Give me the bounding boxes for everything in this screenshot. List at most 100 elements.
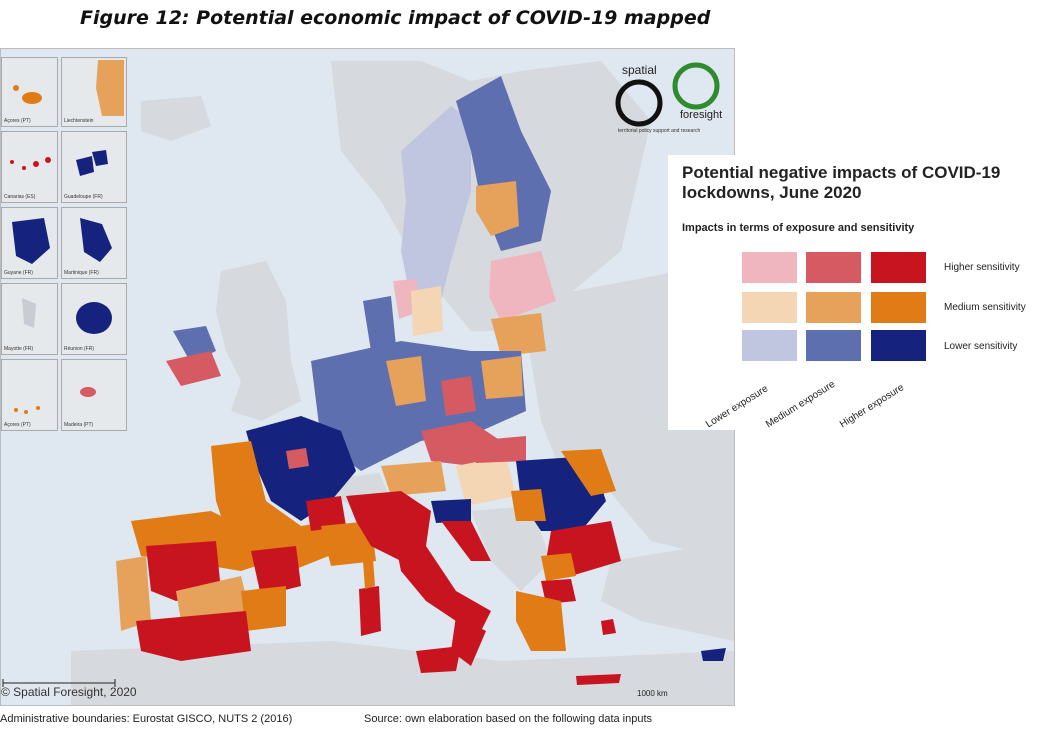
region-sardinia <box>359 586 381 636</box>
region-germany-orange <box>386 356 426 406</box>
inset-map-shape <box>14 406 40 414</box>
inset-guyane: Guyane (FR) <box>1 207 58 279</box>
land-grey-iceland <box>141 96 211 141</box>
inset-map-shape <box>76 150 108 176</box>
region-aegean-islands <box>601 619 616 635</box>
inset-canarias: Canarias (ES) <box>1 131 58 203</box>
region-france-dark-blue <box>246 416 356 521</box>
region-finland-orange <box>476 181 519 236</box>
region-france-se-orange <box>321 521 376 566</box>
region-romania-left-orange <box>511 489 546 521</box>
spatial-foresight-logo: spatial foresight territorial policy sup… <box>612 58 732 138</box>
inset-label: Açores (PT) <box>4 422 31 428</box>
legend-swatch-higher-sens-higher-exp <box>871 252 926 283</box>
logo-word1: spatial <box>622 63 657 77</box>
region-slovenia-blue <box>431 499 471 523</box>
legend-swatch-higher-sens-lower-exp <box>742 252 797 283</box>
inset-label: Madeira (PT) <box>64 422 94 428</box>
legend-swatch-lower-sens-medium-exp <box>806 330 861 361</box>
inset-martinique: Martinique (FR) <box>61 207 127 279</box>
logo-word2: foresight <box>680 109 723 121</box>
inset-map-shape <box>80 387 96 397</box>
inset-label: Mayotte (FR) <box>4 346 34 352</box>
region-sweden-south-cream <box>411 286 443 336</box>
footer-source-note: Source: own elaboration based on the fol… <box>364 713 653 725</box>
legend-swatch-medium-sens-medium-exp <box>806 292 861 323</box>
region-corsica <box>363 559 375 589</box>
region-catalonia-red <box>251 546 301 596</box>
land-grey-uk <box>216 261 301 421</box>
region-romania-orange <box>561 449 616 496</box>
legend-swatch-medium-sens-higher-exp <box>871 292 926 323</box>
inset-map-shape <box>10 157 51 170</box>
inset-label: Açores (PT) <box>4 118 31 124</box>
inset-guadeloupe: Guadeloupe (FR) <box>61 131 127 203</box>
inset-label: Guyane (FR) <box>4 270 33 276</box>
logo-mark <box>615 62 720 127</box>
legend-swatch-higher-sens-medium-exp <box>806 252 861 283</box>
region-bulgaria-orange <box>541 553 576 581</box>
region-italy-peninsula <box>396 546 491 631</box>
footer-boundaries-note: Administrative boundaries: Eurostat GISC… <box>0 713 293 725</box>
inset-label: Liechtenstein <box>64 118 94 124</box>
region-france-south-red <box>306 496 346 531</box>
figure-title: Figure 12: Potential economic impact of … <box>80 7 711 29</box>
inset-map-shape <box>80 218 112 262</box>
region-crete <box>576 674 621 685</box>
inset-madeira: Madeira (PT) <box>61 359 127 431</box>
legend-swatch-medium-sens-lower-exp <box>742 292 797 323</box>
region-italy-calabria <box>451 616 486 666</box>
region-baltic-pink <box>489 251 556 321</box>
legend-title: Potential negative impacts of COVID-19 l… <box>682 163 1001 202</box>
land-grey-africa <box>71 641 734 705</box>
map-frame: Açores (PT) Liechtenstein Canarias (ES) … <box>0 48 735 706</box>
legend-row-label: Higher sensitivity <box>944 262 1020 273</box>
region-portugal-light <box>116 556 151 631</box>
region-poland-orange <box>481 356 523 399</box>
region-central-medium-blue <box>311 341 526 471</box>
inset-label: Réunion (FR) <box>64 346 95 352</box>
inset-map-shape <box>12 218 50 264</box>
legend-box: Potential negative impacts of COVID-19 l… <box>668 155 1040 430</box>
region-norway-sweden-light <box>401 106 471 301</box>
region-sicily <box>416 646 461 673</box>
inset-liechtenstein: Liechtenstein <box>61 57 127 127</box>
region-slovakia-red <box>471 436 526 463</box>
region-italy-north-red <box>346 491 431 561</box>
inset-label: Canarias (ES) <box>4 194 36 200</box>
region-ireland-red <box>166 351 221 386</box>
scale-bar <box>2 679 116 687</box>
inset-mayotte: Mayotte (FR) <box>1 283 58 355</box>
region-finland-north <box>456 76 551 251</box>
region-andalusia-red <box>136 611 251 661</box>
inset-map-shape <box>96 60 124 116</box>
inset-acores: Açores (PT) <box>1 57 58 127</box>
region-cyprus <box>701 648 726 661</box>
region-croatia-red <box>441 521 491 561</box>
legend-row-label: Medium sensitivity <box>944 302 1026 313</box>
region-latvia-orange <box>491 313 546 356</box>
legend-subtitle: Impacts in terms of exposure and sensiti… <box>682 222 915 234</box>
region-greece-orange <box>516 591 566 651</box>
region-paris-red <box>286 448 309 469</box>
region-austria-orange <box>381 461 446 496</box>
legend-column-label: Lower exposure <box>704 383 771 431</box>
region-hungary-cream <box>456 456 516 506</box>
inset-map-shape <box>22 298 36 328</box>
scale-label: 1000 km <box>637 689 668 698</box>
land-grey-turkey <box>601 541 734 641</box>
region-denmark <box>363 296 396 351</box>
region-valencia-orange <box>241 586 286 631</box>
legend-column-label: Higher exposure <box>838 382 907 431</box>
legend-swatch-lower-sens-higher-exp <box>871 330 926 361</box>
region-poland-red <box>441 376 476 416</box>
logo-tagline: territorial policy support and research <box>618 128 701 134</box>
region-greece-red <box>541 579 576 604</box>
legend-row-label: Lower sensitivity <box>944 341 1018 352</box>
inset-map-shape <box>76 302 112 334</box>
inset-label: Guadeloupe (FR) <box>64 194 103 200</box>
legend-swatch-lower-sens-lower-exp <box>742 330 797 361</box>
inset-acores-2: Açores (PT) <box>1 359 58 431</box>
copyright-text: © Spatial Foresight, 2020 <box>1 685 137 699</box>
legend-column-label: Medium exposure <box>764 378 838 431</box>
